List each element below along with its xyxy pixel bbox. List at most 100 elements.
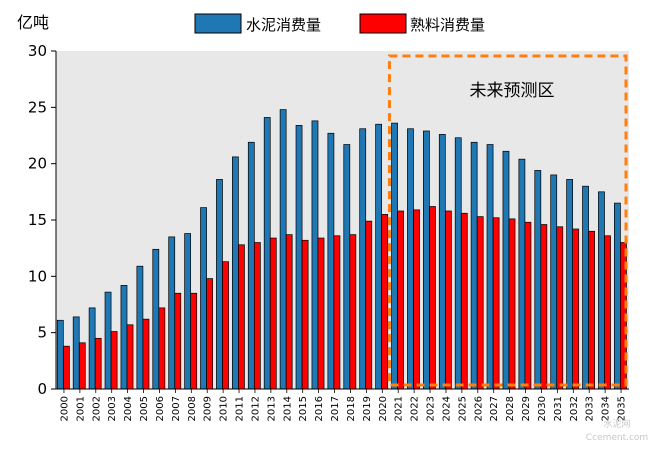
- x-tick-label: 2017: [330, 396, 341, 421]
- bar-cement-2011: [232, 156, 239, 390]
- y-tick-label: 10: [28, 267, 47, 285]
- bar-cement-2015: [295, 125, 303, 390]
- bar-clinker-2027: [492, 217, 500, 390]
- x-tick-label: 2020: [378, 396, 389, 421]
- bar-clinker-2026: [476, 216, 484, 390]
- bar-clinker-2016: [317, 237, 325, 390]
- legend-label-cement: 水泥消费量: [246, 16, 321, 34]
- y-tick-label: 0: [37, 380, 47, 398]
- legend: 水泥消费量 熟料消费量: [194, 13, 485, 34]
- x-tick-label: 2033: [585, 396, 596, 421]
- bar-clinker-2009: [206, 278, 213, 390]
- x-tick-label: 2003: [107, 396, 118, 421]
- x-tick-label: 2004: [123, 396, 134, 421]
- x-tick-label: 2032: [569, 396, 580, 421]
- bar-clinker-2023: [429, 206, 436, 390]
- x-tick-label: 2026: [473, 396, 484, 421]
- bar-clinker-2001: [78, 342, 86, 390]
- bar-cement-2010: [216, 179, 223, 390]
- x-tick-label: 2029: [521, 396, 532, 421]
- forecast-region-box: [387, 54, 628, 387]
- bar-cement-2026: [470, 141, 478, 390]
- x-tick-label: 2002: [91, 396, 102, 421]
- y-tick-label: 5: [37, 324, 47, 342]
- bar-cement-2005: [136, 265, 144, 390]
- y-tick-label: 30: [28, 42, 47, 60]
- forecast-region-label: 未来预测区: [470, 81, 555, 101]
- x-tick-label: 2030: [537, 396, 548, 421]
- x-tick-label: 2005: [139, 396, 150, 421]
- bar-cement-2027: [486, 144, 494, 390]
- legend-label-clinker: 熟料消费量: [410, 16, 485, 34]
- bar-cement-2004: [120, 285, 128, 390]
- watermark: 水泥网 Ccement.com: [586, 418, 648, 443]
- bar-cement-2009: [200, 207, 207, 390]
- x-tick-label: 2014: [282, 396, 293, 421]
- x-tick-label: 2019: [362, 396, 373, 421]
- bar-clinker-2028: [508, 218, 516, 390]
- x-tick-label: 2025: [457, 396, 468, 421]
- x-tick-label: 2023: [426, 396, 437, 421]
- x-tick-label: 2013: [266, 396, 277, 421]
- x-tick-label: 2000: [59, 396, 70, 421]
- bar-cement-2017: [327, 132, 335, 390]
- bar-cement-2021: [391, 122, 398, 390]
- bar-clinker-2029: [524, 221, 532, 390]
- x-tick-label: 2024: [441, 396, 452, 421]
- bar-cement-2019: [359, 128, 367, 390]
- x-tick-label: 2027: [489, 396, 500, 421]
- bar-clinker-2019: [365, 220, 373, 390]
- bar-cement-2001: [72, 316, 80, 390]
- x-tick-label: 2018: [346, 396, 357, 421]
- bar-cement-2033: [582, 185, 589, 390]
- bar-cement-2028: [502, 150, 510, 390]
- x-tick-label: 2001: [75, 396, 86, 421]
- x-tick-label: 2034: [601, 396, 612, 421]
- bar-cement-2012: [247, 141, 255, 390]
- y-ticks: 0 5 10 15 20 25 30: [28, 42, 56, 398]
- legend-swatch-cement: [194, 13, 242, 34]
- bar-cement-2006: [152, 248, 160, 390]
- bar-clinker-2032: [572, 228, 580, 390]
- bar-clinker-2014: [285, 234, 293, 390]
- bar-clinker-2031: [556, 226, 564, 390]
- x-tick-label: 2015: [298, 396, 309, 421]
- bar-clinker-2033: [588, 230, 595, 390]
- bar-cement-2013: [263, 117, 271, 390]
- bar-cement-2000: [56, 319, 64, 390]
- x-tick-label: 2021: [394, 396, 405, 421]
- bar-clinker-2006: [158, 307, 166, 390]
- x-tick-label: 2016: [314, 396, 325, 421]
- bar-cement-2007: [168, 236, 176, 390]
- watermark-line1: 水泥网: [603, 418, 630, 430]
- x-tick-label: 2012: [250, 396, 261, 421]
- bar-clinker-2012: [253, 242, 261, 390]
- bar-clinker-2011: [238, 244, 245, 390]
- bar-clinker-2021: [397, 210, 404, 390]
- bar-clinker-2013: [269, 237, 277, 390]
- bar-cement-2003: [104, 291, 112, 390]
- y-tick-label: 20: [28, 155, 47, 173]
- bar-cement-2023: [423, 130, 430, 390]
- bar-cement-2025: [454, 137, 462, 390]
- bar-cement-2022: [407, 128, 414, 390]
- watermark-line2: Ccement.com: [586, 433, 648, 443]
- x-tick-label: 2022: [410, 396, 421, 421]
- bar-clinker-2003: [110, 331, 118, 390]
- bar-cement-2034: [598, 191, 605, 390]
- bar-clinker-2025: [460, 212, 468, 390]
- x-tick-label: 2031: [553, 396, 564, 421]
- bar-clinker-2002: [94, 337, 102, 390]
- y-tick-label: 15: [28, 211, 47, 229]
- x-tick-label: 2011: [235, 396, 246, 421]
- x-tick-label: 2006: [155, 396, 166, 421]
- bar-cement-2014: [279, 109, 287, 390]
- bar-clinker-2017: [333, 235, 341, 390]
- bar-clinker-2020: [381, 214, 389, 390]
- bar-cement-2016: [311, 120, 319, 390]
- x-tick-label: 2028: [505, 396, 516, 421]
- legend-swatch-clinker: [359, 13, 407, 34]
- bar-clinker-2008: [190, 292, 198, 390]
- y-tick-label: 25: [28, 98, 47, 116]
- plot-background: [56, 51, 629, 389]
